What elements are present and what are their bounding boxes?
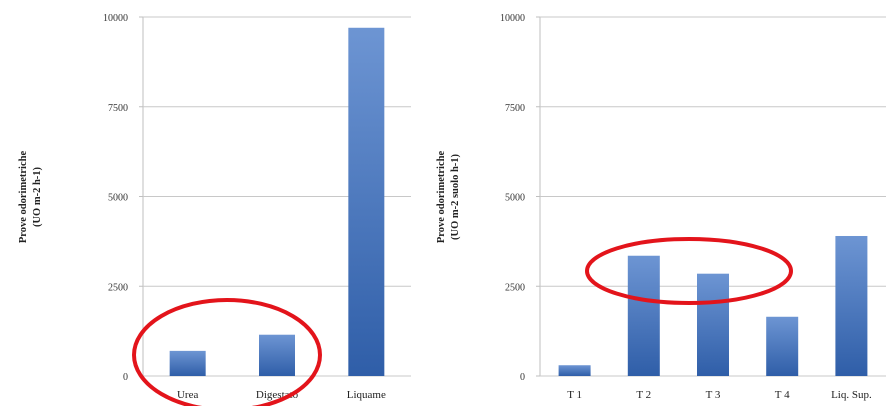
left-bar-liquame [348, 27, 385, 377]
left-bar-digestato [259, 334, 295, 376]
chart-left-ylabel-line1: Prove odorimetriche [18, 151, 29, 244]
right-y-tick-label: 5000 [505, 193, 525, 204]
right-y-tick-label: 0 [520, 372, 525, 383]
left-y-tick-label: 7500 [108, 103, 128, 114]
right-category-label: T 1 [567, 389, 582, 401]
left-y-tick-label: 5000 [108, 193, 128, 204]
chart-left-ylabel-line2: (UO m-2 h-1) [32, 166, 43, 227]
right-category-label: T 3 [706, 389, 721, 401]
chart-right-highlight-ellipse [585, 237, 793, 305]
right-category-label: T 2 [636, 389, 651, 401]
right-bar-t-1 [558, 365, 591, 376]
left-category-label: Liquame [347, 389, 386, 401]
chart-right-ylabel-line1: Prove odorimetriche [436, 151, 447, 244]
right-y-tick-label: 2500 [505, 282, 525, 293]
chart-left-highlight-ellipse [132, 298, 322, 406]
right-category-label: T 4 [775, 389, 790, 401]
left-y-tick-label: 0 [123, 372, 128, 383]
right-bar-t-3 [697, 273, 729, 376]
left-y-tick-label: 2500 [108, 282, 128, 293]
right-y-tick-label: 7500 [505, 103, 525, 114]
chart-left: Prove odorimetriche (UO m-2 h-1) 0 2500 50… [18, 13, 411, 406]
chart-right: Prove odorimetriche (UO m-2 suolo h-1) 0… [436, 13, 886, 401]
right-y-tick-label: 10000 [500, 13, 525, 24]
left-category-label: Urea [177, 389, 198, 401]
left-bar-urea [169, 350, 206, 376]
chart-right-ylabel-line2: (UO m-2 suolo h-1) [450, 153, 461, 240]
right-category-label: Liq. Sup. [831, 389, 872, 401]
right-bar-t-2 [627, 255, 660, 376]
right-bar-liq-sup- [835, 235, 868, 376]
right-bar-t-4 [766, 316, 799, 376]
left-y-tick-label: 10000 [103, 13, 128, 24]
